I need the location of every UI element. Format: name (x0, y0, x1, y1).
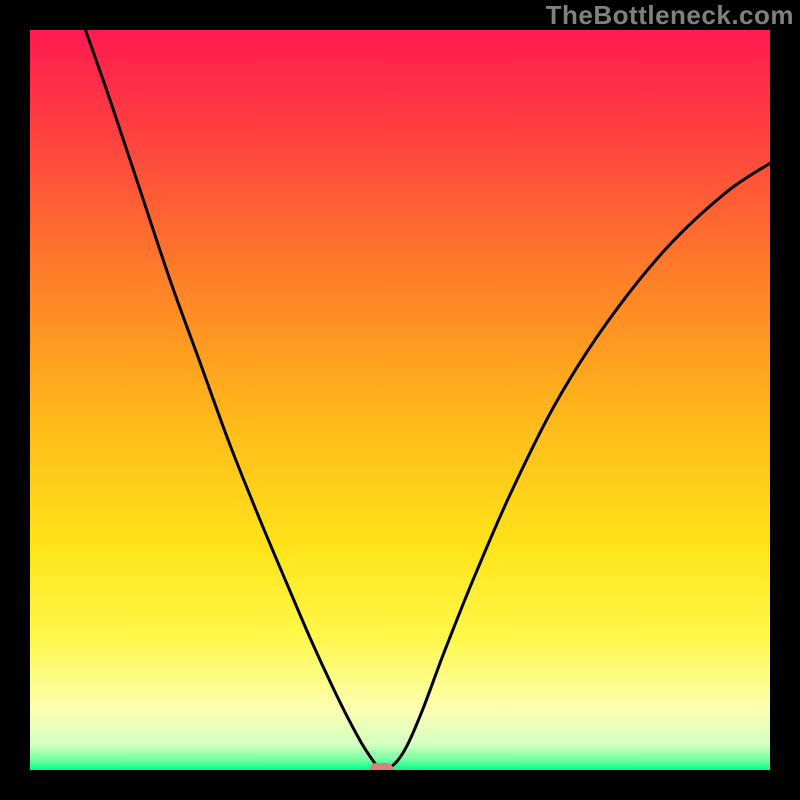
figure-container: TheBottleneck.com (0, 0, 800, 800)
bottleneck-chart (0, 0, 800, 800)
plot-background (30, 30, 770, 770)
watermark-label: TheBottleneck.com (546, 0, 794, 31)
